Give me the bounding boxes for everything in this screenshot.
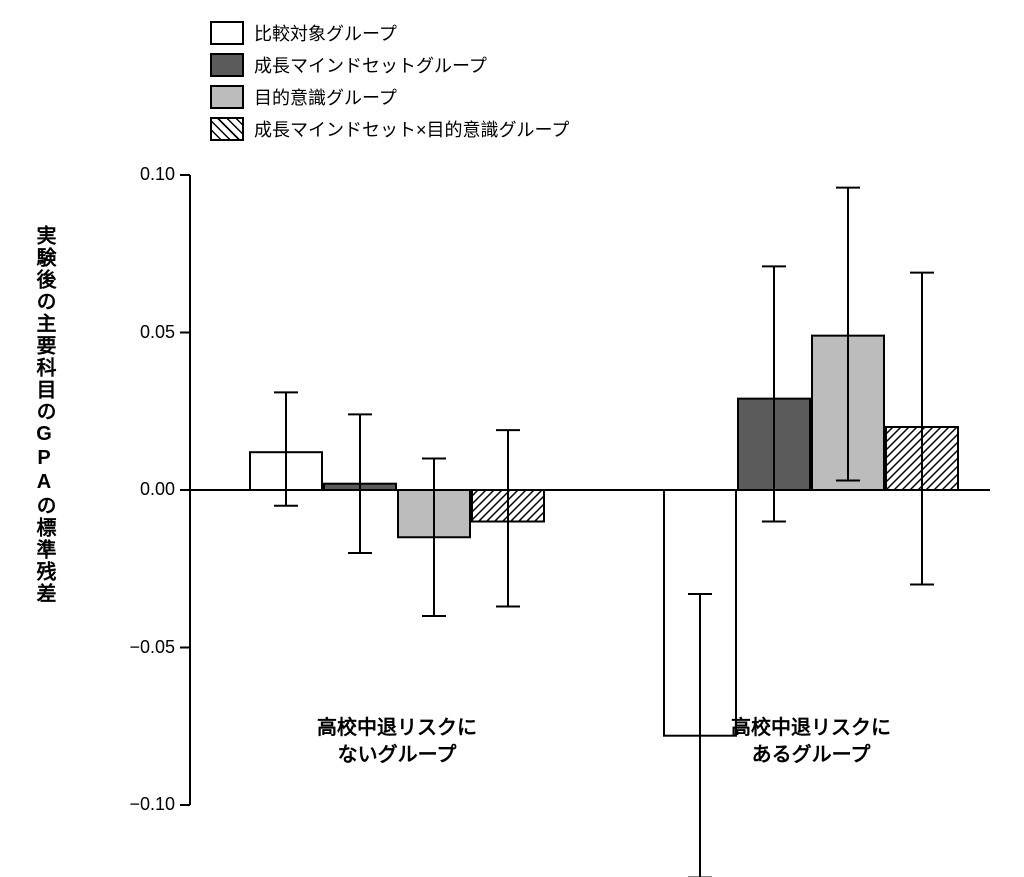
y-tick-label: −0.05 <box>110 637 175 658</box>
x-group-label: 高校中退リスクにあるグループ <box>671 715 951 769</box>
x-group-label: 高校中退リスクにないグループ <box>257 715 537 769</box>
x-group-label-line: ないグループ <box>257 742 537 769</box>
legend-label: 成長マインドセットグループ <box>254 52 487 78</box>
legend-swatch <box>210 53 244 77</box>
legend-label: 目的意識グループ <box>254 84 397 110</box>
legend-swatch <box>210 117 244 141</box>
x-group-label-line: あるグループ <box>671 742 951 769</box>
legend-swatch <box>210 21 244 45</box>
legend: 比較対象グループ成長マインドセットグループ目的意識グループ成長マインドセット×目… <box>210 20 569 148</box>
legend-item: 成長マインドセット×目的意識グループ <box>210 116 569 142</box>
x-group-label-line: 高校中退リスクに <box>671 715 951 742</box>
legend-item: 成長マインドセットグループ <box>210 52 569 78</box>
y-axis-label: 実験後の主要科目のGPAの標準残差 <box>30 225 59 705</box>
chart-container: 比較対象グループ成長マインドセットグループ目的意識グループ成長マインドセット×目… <box>0 0 1024 877</box>
legend-label: 比較対象グループ <box>254 20 397 46</box>
y-tick-label: −0.10 <box>110 794 175 815</box>
legend-item: 目的意識グループ <box>210 84 569 110</box>
y-tick-label: 0.05 <box>110 322 175 343</box>
legend-swatch <box>210 85 244 109</box>
legend-item: 比較対象グループ <box>210 20 569 46</box>
y-tick-label: 0.10 <box>110 164 175 185</box>
y-tick-label: 0.00 <box>110 479 175 500</box>
legend-label: 成長マインドセット×目的意識グループ <box>254 116 569 142</box>
x-group-label-line: 高校中退リスクに <box>257 715 537 742</box>
